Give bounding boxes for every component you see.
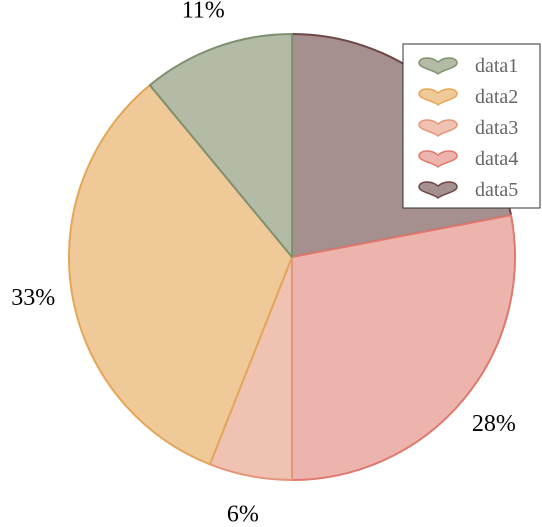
legend: data1 data2 data3 data4 data5 xyxy=(402,43,541,209)
pie-slice-data2 xyxy=(68,84,293,466)
pie-percent-labels: 28% 6% 33% 11% xyxy=(11,0,516,527)
legend-heart-data5 xyxy=(418,181,458,200)
legend-label-data1: data1 xyxy=(475,55,518,77)
legend-heart-data2 xyxy=(418,88,458,107)
legend-label-data2: data2 xyxy=(475,86,518,108)
legend-heart-data1 xyxy=(418,57,458,76)
legend-heart-data3 xyxy=(418,119,458,138)
legend-label-data5: data5 xyxy=(475,179,518,201)
pie-slice-data4 xyxy=(291,214,516,481)
legend-label-data4: data4 xyxy=(475,148,518,170)
legend-heart-data4 xyxy=(418,150,458,169)
percent-label-data4: 28% xyxy=(472,411,516,437)
percent-label-data2: 33% xyxy=(11,285,55,311)
percent-label-data1: 11% xyxy=(182,0,225,23)
percent-label-data3: 6% xyxy=(227,501,259,527)
pie-slice-data1 xyxy=(148,33,293,258)
legend-label-data3: data3 xyxy=(475,117,518,139)
